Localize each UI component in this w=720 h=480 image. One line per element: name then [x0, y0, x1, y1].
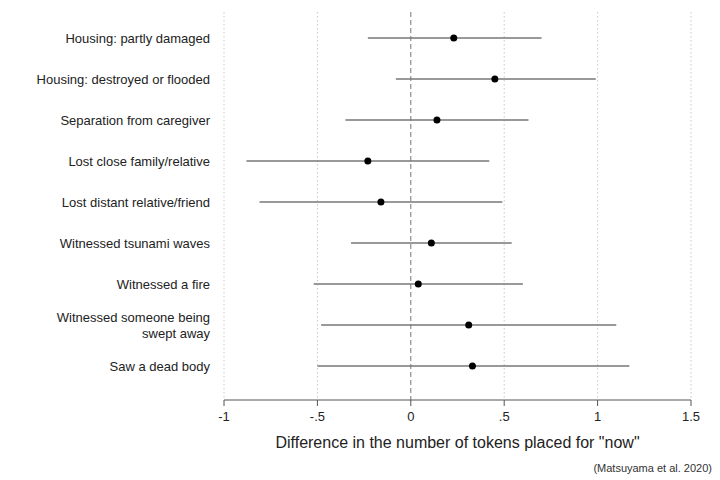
y-axis: Housing: partly damaged Housing: destroye…: [37, 31, 211, 374]
category-label: Separation from caregiver: [60, 113, 210, 128]
tick-mark: [691, 400, 692, 406]
category-label: Housing: partly damaged: [65, 31, 210, 46]
tick-label: -1: [218, 409, 230, 424]
category-label-line: Witnessed tsunami waves: [60, 236, 211, 251]
tick-label: 1: [594, 409, 601, 424]
x-axis: -1 -.5 0 .5 1 1.5: [218, 400, 700, 424]
x-axis-label: Difference in the number of tokens place…: [275, 434, 639, 451]
category-label: Lost close family/relative: [68, 154, 210, 169]
category-label: Witnessed someone beingswept away: [57, 310, 211, 341]
category-label-line: Lost close family/relative: [68, 154, 210, 169]
point-estimate: [491, 76, 498, 83]
grid: [224, 12, 691, 400]
category-label-line: Witnessed someone being: [57, 310, 210, 325]
point-estimate: [465, 322, 472, 329]
category-label-line: Housing: destroyed or flooded: [37, 72, 210, 87]
category-label-line: Lost distant relative/friend: [62, 195, 210, 210]
category-label-line: Saw a dead body: [110, 359, 211, 374]
category-label-line: swept away: [142, 326, 210, 341]
point-estimate: [433, 117, 440, 124]
category-label: Lost distant relative/friend: [62, 195, 210, 210]
category-label: Housing: destroyed or flooded: [37, 72, 210, 87]
grid-line: [691, 12, 692, 400]
tick-mark: [410, 400, 411, 406]
annotation: (Matsuyama et al. 2020): [593, 462, 712, 474]
zero-line: [410, 12, 411, 400]
point-estimate: [364, 158, 371, 165]
category-label: Saw a dead body: [110, 359, 211, 374]
tick-label: 1.5: [682, 409, 700, 424]
point-estimate: [469, 363, 476, 370]
grid-line: [597, 12, 598, 400]
tick-mark: [317, 400, 318, 406]
tick-label: 0: [407, 409, 414, 424]
point-estimate: [377, 199, 384, 206]
tick-mark: [224, 400, 225, 406]
tick-mark: [504, 400, 505, 406]
category-label: Witnessed tsunami waves: [60, 236, 211, 251]
grid-line: [317, 12, 318, 400]
chart: -1 -.5 0 .5 1 1.5 Difference in the number of …: [0, 0, 720, 480]
category-label-line: Witnessed a fire: [117, 277, 210, 292]
grid-line: [224, 12, 225, 400]
category-label-line: Separation from caregiver: [60, 113, 210, 128]
tick-mark: [597, 400, 598, 406]
tick-label: .5: [499, 409, 510, 424]
category-label: Witnessed a fire: [117, 277, 210, 292]
tick-label: -.5: [310, 409, 325, 424]
marks: [246, 35, 629, 370]
grid-line: [504, 12, 505, 400]
point-estimate: [428, 240, 435, 247]
point-estimate: [415, 281, 422, 288]
axis-line: [224, 400, 691, 401]
point-estimate: [450, 35, 457, 42]
category-label-line: Housing: partly damaged: [65, 31, 210, 46]
